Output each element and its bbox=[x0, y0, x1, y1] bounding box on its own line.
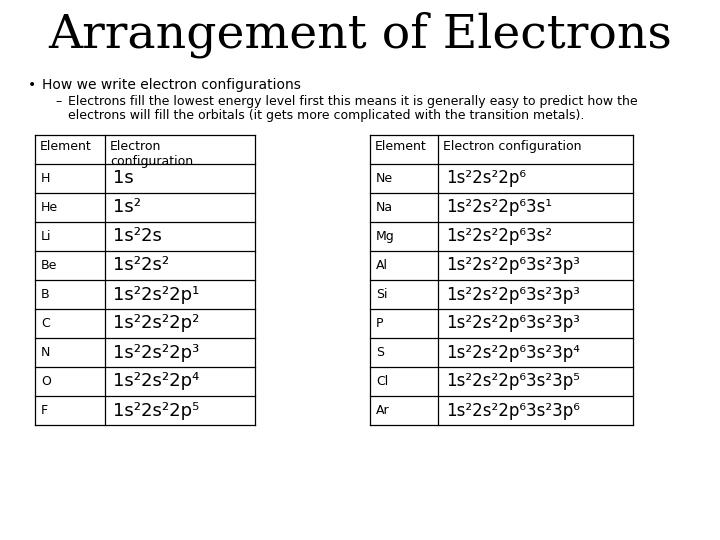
Text: N: N bbox=[41, 346, 50, 359]
Text: Electron
configuration: Electron configuration bbox=[110, 140, 193, 168]
Text: B: B bbox=[41, 288, 50, 301]
Text: 1s²2s²2p²: 1s²2s²2p² bbox=[113, 314, 199, 333]
Text: –: – bbox=[55, 95, 61, 108]
Text: 1s²2s²2p⁵: 1s²2s²2p⁵ bbox=[113, 402, 199, 420]
Text: •: • bbox=[28, 78, 36, 92]
Text: Cl: Cl bbox=[376, 375, 388, 388]
Text: 1s²2s²2p⁴: 1s²2s²2p⁴ bbox=[113, 373, 199, 390]
Text: Be: Be bbox=[41, 259, 58, 272]
Text: Electron configuration: Electron configuration bbox=[443, 140, 582, 153]
Text: S: S bbox=[376, 346, 384, 359]
Text: P: P bbox=[376, 317, 384, 330]
Text: Li: Li bbox=[41, 230, 52, 243]
Text: 1s²2s²2p⁶3s¹: 1s²2s²2p⁶3s¹ bbox=[446, 199, 552, 217]
Text: O: O bbox=[41, 375, 51, 388]
Text: Electrons fill the lowest energy level first this means it is generally easy to : Electrons fill the lowest energy level f… bbox=[68, 95, 638, 108]
Text: Al: Al bbox=[376, 259, 388, 272]
Text: 1s: 1s bbox=[113, 170, 134, 187]
Text: 1s²2s: 1s²2s bbox=[113, 227, 162, 246]
Text: C: C bbox=[41, 317, 50, 330]
Text: Mg: Mg bbox=[376, 230, 395, 243]
Text: Na: Na bbox=[376, 201, 393, 214]
Text: 1s²2s²2p⁶3s²: 1s²2s²2p⁶3s² bbox=[446, 227, 552, 246]
Text: Element: Element bbox=[40, 140, 91, 153]
Text: F: F bbox=[41, 404, 48, 417]
Text: Ne: Ne bbox=[376, 172, 393, 185]
Text: 1s²2s²2p⁶: 1s²2s²2p⁶ bbox=[446, 170, 526, 187]
Text: 1s²2s²2p³: 1s²2s²2p³ bbox=[113, 343, 199, 361]
Text: 1s²2s²2p⁶3s²3p⁵: 1s²2s²2p⁶3s²3p⁵ bbox=[446, 373, 580, 390]
Text: Element: Element bbox=[375, 140, 427, 153]
Text: Ar: Ar bbox=[376, 404, 390, 417]
Text: H: H bbox=[41, 172, 50, 185]
Text: He: He bbox=[41, 201, 58, 214]
Text: 1s²2s²: 1s²2s² bbox=[113, 256, 169, 274]
Text: 1s²2s²2p⁶3s²3p³: 1s²2s²2p⁶3s²3p³ bbox=[446, 286, 580, 303]
Text: 1s²2s²2p⁶3s²3p³: 1s²2s²2p⁶3s²3p³ bbox=[446, 256, 580, 274]
Text: 1s²2s²2p⁶3s²3p⁴: 1s²2s²2p⁶3s²3p⁴ bbox=[446, 343, 580, 361]
Text: Arrangement of Electrons: Arrangement of Electrons bbox=[48, 12, 672, 58]
Text: How we write electron configurations: How we write electron configurations bbox=[42, 78, 301, 92]
Text: electrons will fill the orbitals (it gets more complicated with the transition m: electrons will fill the orbitals (it get… bbox=[68, 109, 585, 122]
Text: 1s²2s²2p¹: 1s²2s²2p¹ bbox=[113, 286, 199, 303]
Text: 1s²2s²2p⁶3s²3p⁶: 1s²2s²2p⁶3s²3p⁶ bbox=[446, 402, 580, 420]
Text: 1s²2s²2p⁶3s²3p³: 1s²2s²2p⁶3s²3p³ bbox=[446, 314, 580, 333]
Text: Si: Si bbox=[376, 288, 387, 301]
Text: 1s²: 1s² bbox=[113, 199, 141, 217]
